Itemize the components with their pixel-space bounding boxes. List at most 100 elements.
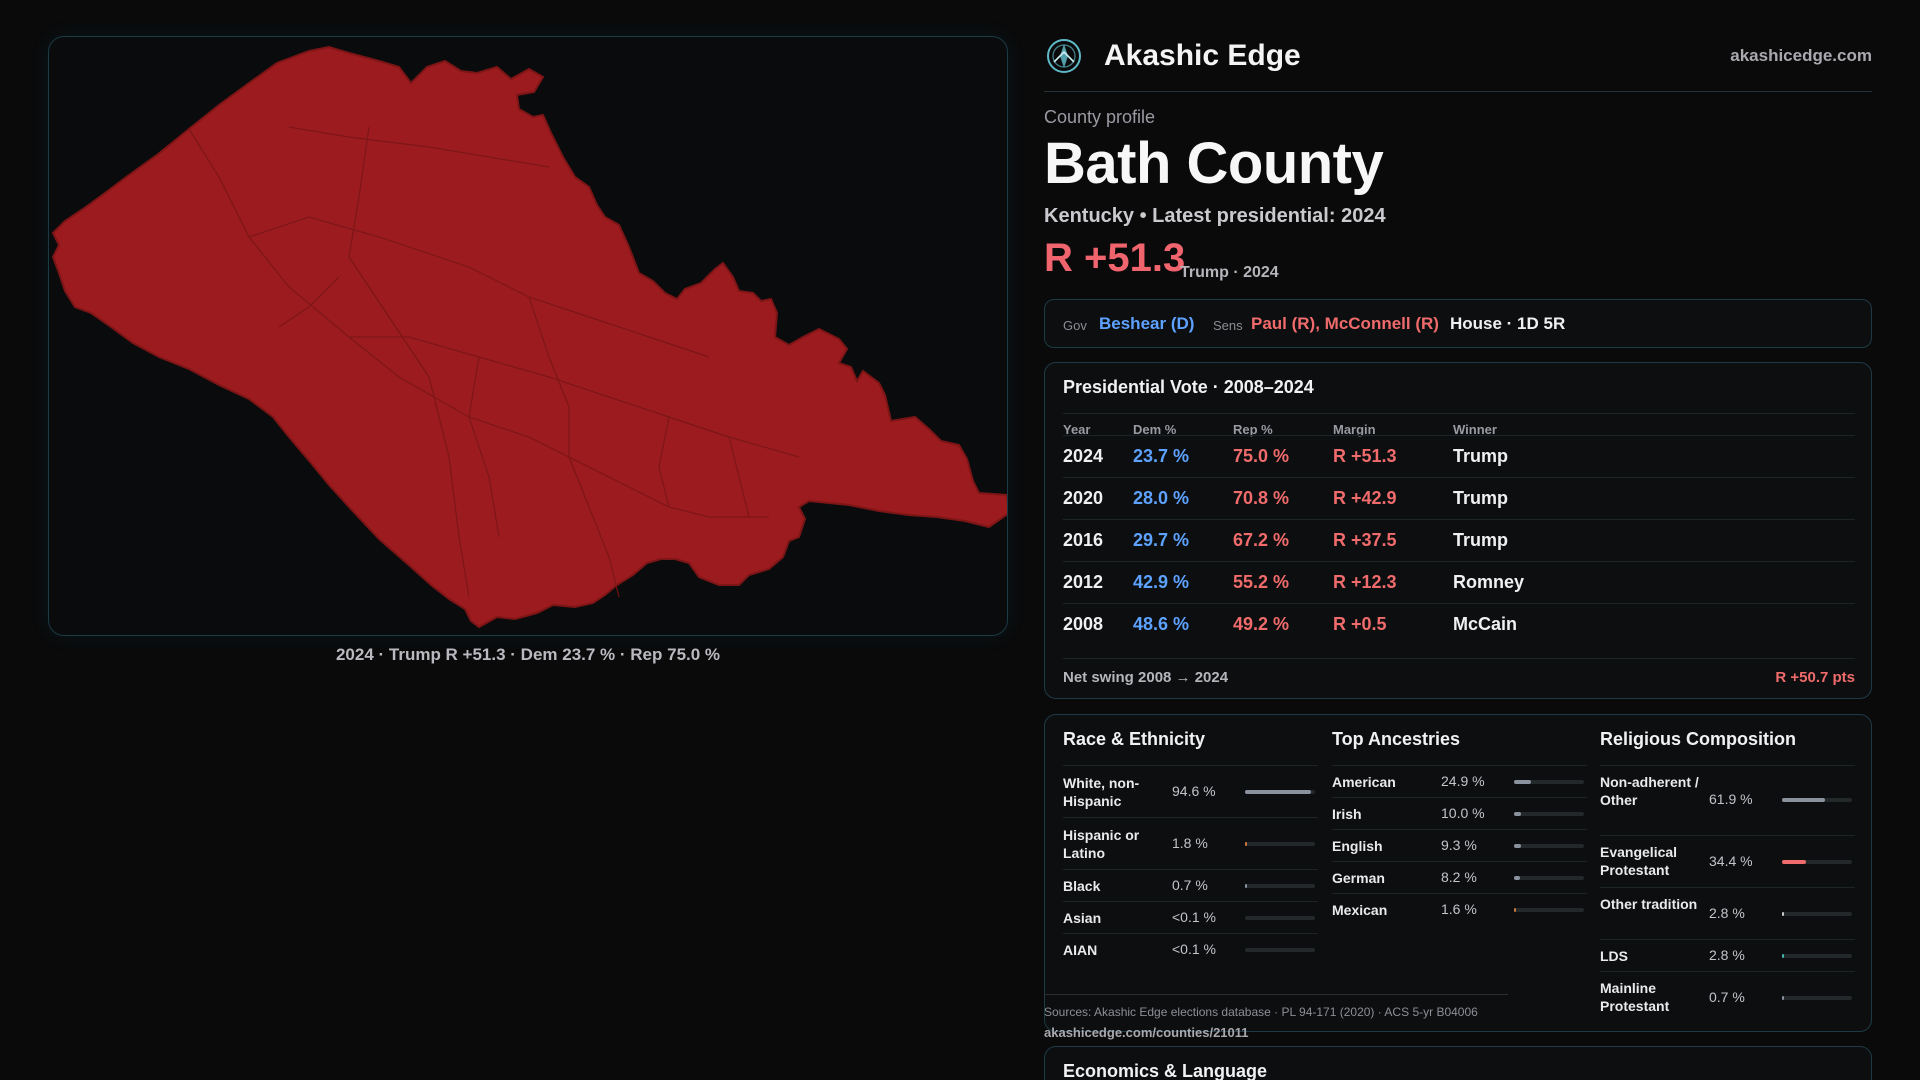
house-value: House · 1D 5R — [1450, 314, 1566, 333]
item-percent: 34.4 % — [1709, 853, 1753, 869]
share-bar-fill — [1514, 812, 1521, 816]
row-winner: McCain — [1453, 614, 1518, 634]
county-shape — [51, 45, 1007, 629]
item-percent: 0.7 % — [1709, 989, 1745, 1005]
item-percent: 1.6 % — [1441, 901, 1477, 917]
share-bar-fill — [1245, 884, 1247, 888]
share-bar — [1245, 916, 1315, 920]
ancestry-title: Top Ancestries — [1332, 729, 1461, 749]
list-item: Irish 10.0 % — [1332, 797, 1587, 829]
list-item: Other tradition 2.8 % — [1600, 887, 1855, 939]
item-percent: 94.6 % — [1172, 783, 1216, 799]
compass-logo-icon — [1047, 39, 1081, 73]
row-year: 2020 — [1063, 488, 1104, 508]
row-dem: 42.9 % — [1133, 572, 1190, 592]
share-bar-fill — [1782, 954, 1784, 958]
share-bar — [1245, 842, 1315, 846]
list-item: AIAN <0.1 % — [1063, 933, 1318, 965]
headline-margin: R +51.3 — [1044, 236, 1186, 280]
row-rep: 75.0 % — [1233, 446, 1290, 466]
row-year: 2012 — [1063, 572, 1104, 592]
share-bar — [1782, 912, 1852, 916]
list-item: Mexican 1.6 % — [1332, 893, 1587, 925]
row-winner: Trump — [1453, 488, 1509, 508]
race-ethnicity-title: Race & Ethnicity — [1063, 729, 1206, 749]
page-title: Bath County — [1044, 131, 1384, 196]
brand-name: Akashic Edge — [1104, 39, 1301, 72]
row-winner: Romney — [1453, 572, 1525, 592]
presidential-vote-title: Presidential Vote · 2008–2024 — [1063, 377, 1314, 397]
share-bar-fill — [1245, 842, 1247, 846]
list-item: Black 0.7 % — [1063, 869, 1318, 901]
county-precincts-fill — [51, 45, 1007, 629]
row-rep: 49.2 % — [1233, 614, 1290, 634]
item-name: Black — [1063, 878, 1101, 894]
county-subline: Kentucky • Latest presidential: 2024 — [1044, 205, 1386, 227]
sources-note: Sources: Akashic Edge elections database… — [1044, 994, 1508, 1019]
row-year: 2008 — [1063, 614, 1104, 634]
net-swing-value: R +50.7 pts — [1775, 669, 1855, 686]
table-row: 2020 28.0 % 70.8 % R +42.9 Trump — [1063, 477, 1855, 519]
share-bar — [1514, 908, 1584, 912]
share-bar — [1514, 844, 1584, 848]
share-bar — [1245, 948, 1315, 952]
item-percent: 24.9 % — [1441, 773, 1485, 789]
item-name: Other tradition — [1600, 896, 1698, 912]
profile-eyebrow: County profile — [1044, 107, 1156, 127]
brand-url-link[interactable]: akashicedge.com — [1730, 46, 1872, 65]
economics-card: Economics & Language — [1044, 1046, 1872, 1080]
list-item: White, non-Hispanic 94.6 % — [1063, 765, 1318, 817]
row-rep: 55.2 % — [1233, 572, 1290, 592]
map-caption: 2024 · Trump R +51.3 · Dem 23.7 % · Rep … — [335, 645, 721, 664]
row-winner: Trump — [1453, 530, 1509, 550]
item-percent: 2.8 % — [1709, 947, 1745, 963]
brand-header: Akashic Edge akashicedge.com — [1044, 36, 1872, 92]
item-percent: 1.8 % — [1172, 835, 1208, 851]
share-bar-fill — [1514, 844, 1521, 848]
list-item: German 8.2 % — [1332, 861, 1587, 893]
precinct-borders — [188, 126, 800, 598]
sens-label: Sens — [1213, 318, 1243, 333]
list-item: American 24.9 % — [1332, 765, 1587, 797]
row-margin: R +0.5 — [1333, 614, 1387, 634]
presidential-table-header: Year Dem % Rep % Margin Winner — [1063, 413, 1855, 437]
row-dem: 48.6 % — [1133, 614, 1190, 634]
list-item: English 9.3 % — [1332, 829, 1587, 861]
share-bar — [1514, 812, 1584, 816]
share-bar-fill — [1514, 876, 1520, 880]
table-row: 2012 42.9 % 55.2 % R +12.3 Romney — [1063, 561, 1855, 603]
list-item: Evangelical Protestant 34.4 % — [1600, 835, 1855, 887]
item-name: Asian — [1063, 910, 1102, 926]
row-dem: 28.0 % — [1133, 488, 1190, 508]
share-bar — [1782, 954, 1852, 958]
item-percent: <0.1 % — [1172, 941, 1216, 957]
list-item: LDS 2.8 % — [1600, 939, 1855, 971]
row-dem: 23.7 % — [1133, 446, 1190, 466]
item-name: American — [1332, 774, 1396, 790]
headline-note: Trump · 2024 — [1180, 264, 1279, 281]
share-bar-fill — [1782, 860, 1807, 864]
share-bar — [1782, 860, 1852, 864]
item-name: Mainline Protestant — [1600, 980, 1670, 1014]
col-margin: Margin — [1333, 422, 1376, 437]
row-dem: 29.7 % — [1133, 530, 1190, 550]
sens-value: Paul (R), McConnell (R) — [1251, 314, 1439, 333]
share-bar — [1782, 996, 1852, 1000]
list-item: Hispanic or Latino 1.8 % — [1063, 817, 1318, 869]
county-map[interactable] — [48, 36, 1008, 636]
col-dem: Dem % — [1133, 422, 1177, 437]
source-url-link[interactable]: akashicedge.com/counties/21011 — [1044, 1025, 1249, 1040]
share-bar — [1245, 884, 1315, 888]
row-rep: 67.2 % — [1233, 530, 1290, 550]
col-rep: Rep % — [1233, 422, 1273, 437]
gov-value: Beshear (D) — [1099, 314, 1195, 333]
share-bar-fill — [1514, 780, 1532, 784]
item-percent: 10.0 % — [1441, 805, 1485, 821]
row-winner: Trump — [1453, 446, 1509, 466]
row-year: 2016 — [1063, 530, 1104, 550]
net-swing-row: Net swing 2008 → 2024 R +50.7 pts — [1063, 658, 1855, 688]
row-margin: R +12.3 — [1333, 572, 1397, 592]
item-name: White, non-Hispanic — [1063, 775, 1140, 809]
share-bar — [1514, 780, 1584, 784]
table-row: 2024 23.7 % 75.0 % R +51.3 Trump — [1063, 435, 1855, 477]
